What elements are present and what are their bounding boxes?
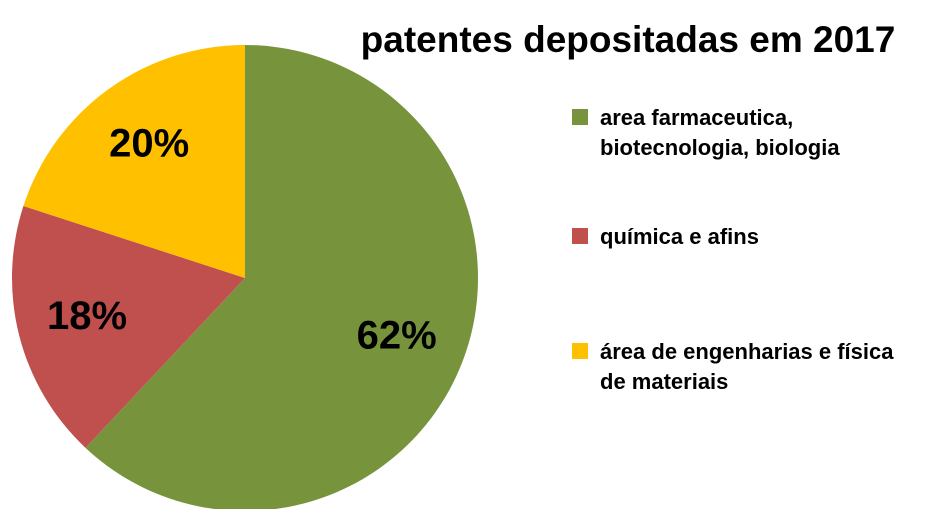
- legend-label: química e afins: [600, 224, 759, 249]
- chart-title: patentes depositadas em 2017: [361, 19, 896, 60]
- data-label: 18%: [47, 294, 127, 338]
- data-label: 62%: [357, 314, 437, 358]
- legend-swatch: [572, 343, 588, 359]
- pie-slice: [23, 45, 245, 278]
- legend-label: área de engenharias e física de materiai…: [600, 339, 894, 394]
- legend-item: química e afins: [572, 222, 902, 252]
- legend-item: area farmaceutica, biotecnologia, biolog…: [572, 103, 902, 163]
- legend-item: área de engenharias e física de materiai…: [572, 337, 902, 397]
- pie-slice: [85, 45, 478, 509]
- pie-slice: [11, 205, 245, 448]
- legend-swatch: [572, 228, 588, 244]
- legend-swatch: [572, 109, 588, 125]
- data-label: 20%: [109, 122, 189, 166]
- legend-label: area farmaceutica, biotecnologia, biolog…: [600, 105, 840, 160]
